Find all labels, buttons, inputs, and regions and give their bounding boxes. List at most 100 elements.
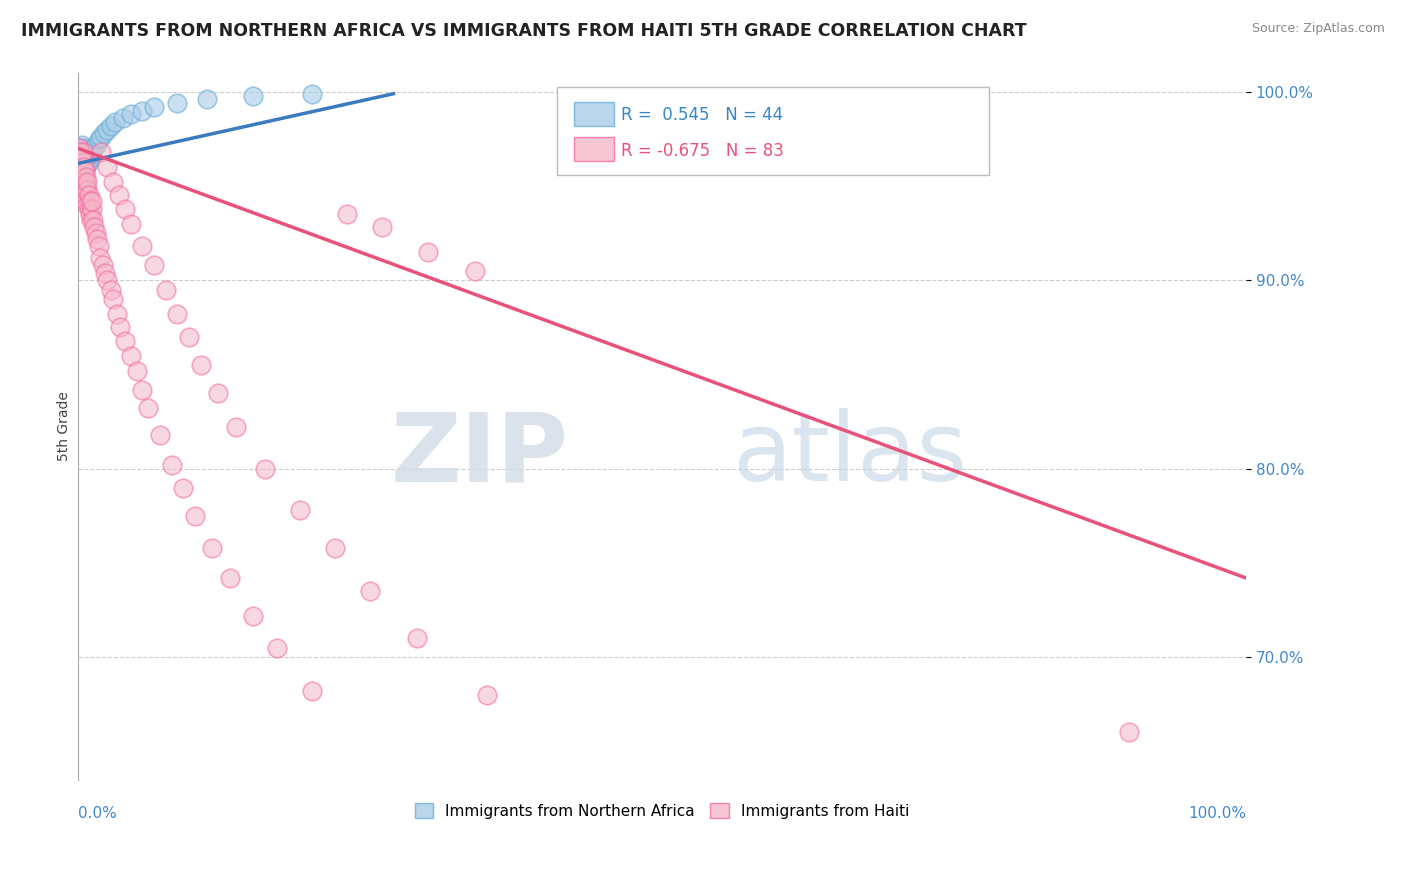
Point [136, 401, 159, 416]
Point [86, 232, 108, 246]
Point [82, 202, 104, 216]
Point [359, 584, 381, 599]
Point [100, 119, 122, 133]
Point [69, 141, 91, 155]
Point [288, 503, 311, 517]
Point [75, 145, 97, 160]
Text: Source: ZipAtlas.com: Source: ZipAtlas.com [1251, 22, 1385, 36]
Point [131, 239, 153, 253]
Point [149, 427, 172, 442]
Point [91, 258, 114, 272]
Point [131, 103, 153, 118]
Point [69, 160, 91, 174]
Point [75, 169, 97, 184]
Point [75, 175, 97, 189]
Point [67, 145, 90, 160]
Point [73, 156, 96, 170]
Text: ZIP: ZIP [391, 408, 568, 501]
FancyBboxPatch shape [575, 137, 614, 161]
Text: IMMIGRANTS FROM NORTHERN AFRICA VS IMMIGRANTS FROM HAITI 5TH GRADE CORRELATION C: IMMIGRANTS FROM NORTHERN AFRICA VS IMMIG… [21, 22, 1026, 40]
Point [184, 508, 207, 523]
Point [72, 154, 94, 169]
Point [70, 169, 93, 184]
Point [80, 213, 103, 227]
Point [82, 194, 104, 208]
Point [69, 145, 91, 160]
Point [114, 334, 136, 348]
Point [82, 213, 104, 227]
Point [96, 122, 118, 136]
Point [70, 145, 93, 160]
Point [75, 154, 97, 169]
Point [242, 88, 264, 103]
Point [90, 145, 112, 160]
Point [73, 169, 96, 184]
Text: 100.0%: 100.0% [1188, 806, 1246, 822]
Point [72, 164, 94, 178]
Point [84, 226, 107, 240]
Point [418, 245, 440, 260]
Point [89, 239, 111, 253]
Point [73, 141, 96, 155]
Point [225, 420, 247, 434]
Point [79, 151, 101, 165]
Point [76, 175, 98, 189]
Point [114, 202, 136, 216]
FancyBboxPatch shape [557, 87, 988, 176]
Text: R = -0.675   N = 83: R = -0.675 N = 83 [621, 142, 785, 160]
Point [75, 151, 97, 165]
Point [323, 541, 346, 555]
Text: R =  0.545   N = 44: R = 0.545 N = 44 [621, 106, 783, 124]
Point [301, 87, 323, 101]
Point [266, 640, 288, 655]
Point [371, 220, 394, 235]
Point [143, 258, 166, 272]
Point [77, 145, 100, 160]
Point [76, 151, 98, 165]
Point [108, 320, 131, 334]
Point [93, 126, 115, 140]
Point [195, 92, 218, 106]
FancyBboxPatch shape [575, 102, 614, 126]
Point [79, 207, 101, 221]
Point [70, 154, 93, 169]
Point [464, 264, 486, 278]
Point [73, 160, 96, 174]
Point [125, 364, 148, 378]
Point [89, 132, 111, 146]
Point [69, 151, 91, 165]
Point [160, 458, 183, 472]
Point [84, 137, 107, 152]
Point [405, 632, 427, 646]
Point [111, 112, 134, 126]
Point [207, 386, 229, 401]
Point [73, 183, 96, 197]
Point [219, 571, 242, 585]
Point [90, 130, 112, 145]
Point [76, 183, 98, 197]
Point [105, 307, 128, 321]
Point [1118, 725, 1140, 739]
Point [301, 684, 323, 698]
Point [72, 145, 94, 160]
Point [166, 307, 188, 321]
Point [75, 164, 97, 178]
Point [75, 160, 97, 174]
Point [201, 541, 224, 555]
Point [96, 160, 118, 174]
Point [131, 383, 153, 397]
Point [94, 266, 117, 280]
Text: 0.0%: 0.0% [79, 806, 117, 822]
Point [67, 141, 90, 155]
Text: atlas: atlas [733, 408, 967, 501]
Point [166, 96, 188, 111]
Point [75, 179, 97, 194]
Point [76, 156, 98, 170]
Point [100, 283, 122, 297]
Point [72, 145, 94, 160]
Point [79, 194, 101, 208]
Point [108, 188, 131, 202]
Point [336, 207, 359, 221]
Point [72, 175, 94, 189]
Point [80, 147, 103, 161]
